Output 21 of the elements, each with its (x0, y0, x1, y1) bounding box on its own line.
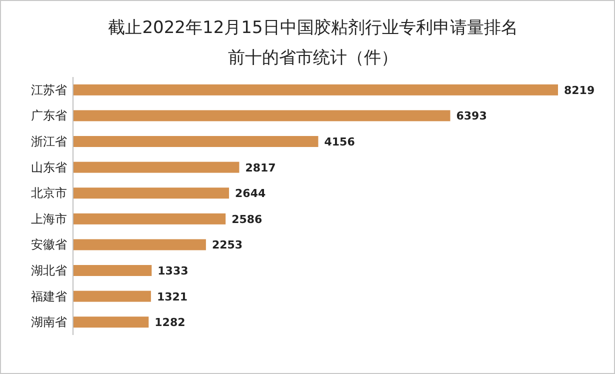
y-tick-label: 湖北省 (31, 264, 67, 278)
y-tick-label: 北京市 (31, 186, 67, 200)
data-label: 4156 (324, 136, 356, 148)
data-label: 1321 (156, 290, 188, 304)
data-label: 8219 (564, 84, 595, 97)
data-label: 2586 (232, 212, 263, 226)
data-label: 2253 (212, 238, 243, 252)
chart-title: 截止2022年12月15日中国胶粘剂行业专利申请量排名前十的省市统计（件） (107, 17, 519, 70)
y-tick-label: 上海市 (31, 212, 67, 226)
data-label: 2644 (235, 187, 266, 200)
y-tick-label: 山东省 (31, 160, 67, 174)
y-tick-label: 广东省 (31, 108, 67, 123)
data-label: 2817 (245, 161, 276, 174)
y-tick-label: 安徽省 (31, 238, 67, 252)
data-label: 6393 (456, 110, 487, 123)
y-tick-label: 福建省 (31, 289, 67, 304)
y-tick-label: 浙江省 (31, 134, 67, 148)
data-label: 1333 (158, 264, 188, 278)
y-tick-label: 江苏省 (31, 82, 67, 97)
y-tick-label: 湖南省 (31, 315, 67, 330)
data-label: 1282 (154, 316, 186, 330)
